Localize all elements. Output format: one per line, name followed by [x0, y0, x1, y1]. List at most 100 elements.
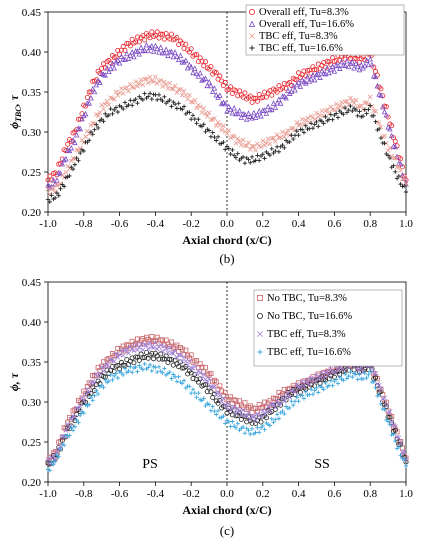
data-point	[211, 130, 215, 134]
data-point	[187, 93, 191, 97]
x-tick-label: 0.8	[363, 488, 377, 500]
x-tick-label: -1.0	[39, 488, 57, 500]
chart-b: -1.0 -0.8 -0.6 -0.4 -0.2 0.0 0.2 0.4 0.6 0.8 1.0 0…	[7, 5, 413, 266]
y-label-suffix-b: , τ	[7, 94, 21, 107]
data-point	[155, 347, 159, 351]
x-tick-label: -1.0	[39, 218, 57, 230]
data-point	[297, 133, 301, 137]
legend-label: TBC eff, Tu=16.6%	[267, 347, 351, 358]
y-axis-label-c: ϕ, τ	[7, 372, 21, 391]
data-point	[189, 391, 193, 395]
data-point	[404, 464, 408, 468]
data-point	[228, 424, 232, 428]
x-axis-label-b: Axial chord (x/C)	[182, 233, 271, 247]
data-point	[196, 117, 200, 121]
legend-c: No TBC, Tu=8.3% No TBC, Tu=16.6% TBC eff, …	[254, 290, 402, 366]
data-point	[218, 93, 222, 97]
y-label-main-b: ϕ	[7, 122, 21, 129]
data-point	[245, 117, 249, 121]
data-point	[85, 95, 89, 99]
y-tick-label: 0.45	[22, 7, 42, 19]
data-point	[257, 158, 261, 162]
data-point	[243, 91, 247, 95]
data-point	[275, 145, 279, 149]
legend-label: Overall eff, Tu=16.6%	[259, 19, 354, 30]
data-point	[128, 98, 132, 102]
data-point	[164, 47, 168, 51]
data-point	[159, 45, 163, 49]
data-point	[169, 32, 173, 36]
data-point	[132, 361, 136, 365]
data-point	[332, 69, 336, 73]
data-point	[116, 376, 120, 380]
data-point	[309, 77, 313, 81]
data-point	[329, 379, 333, 383]
data-point	[109, 373, 113, 377]
data-point	[121, 91, 125, 95]
data-point	[252, 111, 256, 115]
data-point	[230, 419, 234, 423]
y-tick-label: 0.30	[22, 127, 42, 139]
data-point	[350, 375, 354, 379]
data-point	[280, 130, 284, 134]
data-point	[193, 391, 197, 395]
y-ticks-c: 0.20 0.25 0.30 0.35 0.40 0.45	[22, 277, 48, 489]
data-point	[311, 126, 315, 130]
caption-b: (b)	[219, 251, 234, 266]
data-point	[150, 97, 154, 101]
x-tick-label: 0.4	[292, 218, 306, 230]
region-label-ps: PS	[142, 457, 158, 472]
data-point	[243, 161, 247, 165]
data-point	[144, 43, 148, 47]
data-point	[193, 66, 197, 70]
data-point	[262, 428, 266, 432]
data-point	[218, 123, 222, 127]
data-point	[173, 50, 177, 54]
data-point	[236, 422, 240, 426]
data-point	[356, 114, 360, 118]
data-point	[110, 378, 114, 382]
data-point	[232, 106, 236, 110]
data-point	[92, 128, 96, 132]
data-point	[270, 147, 274, 151]
data-point	[404, 190, 408, 194]
data-point	[130, 103, 134, 107]
data-point	[51, 186, 55, 190]
data-point	[153, 75, 157, 79]
data-point	[373, 120, 377, 124]
data-point	[66, 164, 70, 168]
x-tick-label: -0.8	[75, 488, 93, 500]
x-tick-label: -0.6	[111, 218, 129, 230]
x-axis-label-c: Axial chord (x/C)	[182, 503, 271, 517]
data-point	[175, 106, 179, 110]
data-point	[121, 353, 125, 357]
x-tick-label: -0.4	[147, 488, 165, 500]
data-point	[209, 135, 213, 139]
chart-c: -1.0 -0.8 -0.6 -0.4 -0.2 0.0 0.2 0.4 0.6 0.8 1.0 0…	[7, 277, 413, 538]
data-point	[150, 369, 154, 373]
data-point	[250, 155, 254, 159]
data-point	[313, 78, 317, 82]
data-point	[100, 103, 104, 107]
data-point	[73, 163, 77, 167]
legend-label: No TBC, Tu=8.3%	[267, 293, 347, 304]
x-tick-label: 0.8	[363, 218, 377, 230]
data-point	[193, 98, 197, 102]
data-point	[356, 377, 360, 381]
data-point	[143, 38, 147, 42]
data-point	[157, 93, 161, 97]
data-point	[368, 95, 372, 99]
data-point	[128, 365, 132, 369]
data-point	[155, 98, 159, 102]
data-point	[141, 83, 145, 87]
data-point	[314, 111, 318, 115]
data-point	[191, 70, 195, 74]
data-point	[69, 146, 73, 150]
data-point	[143, 362, 147, 366]
data-point	[259, 114, 263, 118]
data-point	[168, 81, 172, 85]
data-point	[212, 86, 216, 90]
data-point	[255, 425, 259, 429]
data-point	[112, 66, 116, 70]
